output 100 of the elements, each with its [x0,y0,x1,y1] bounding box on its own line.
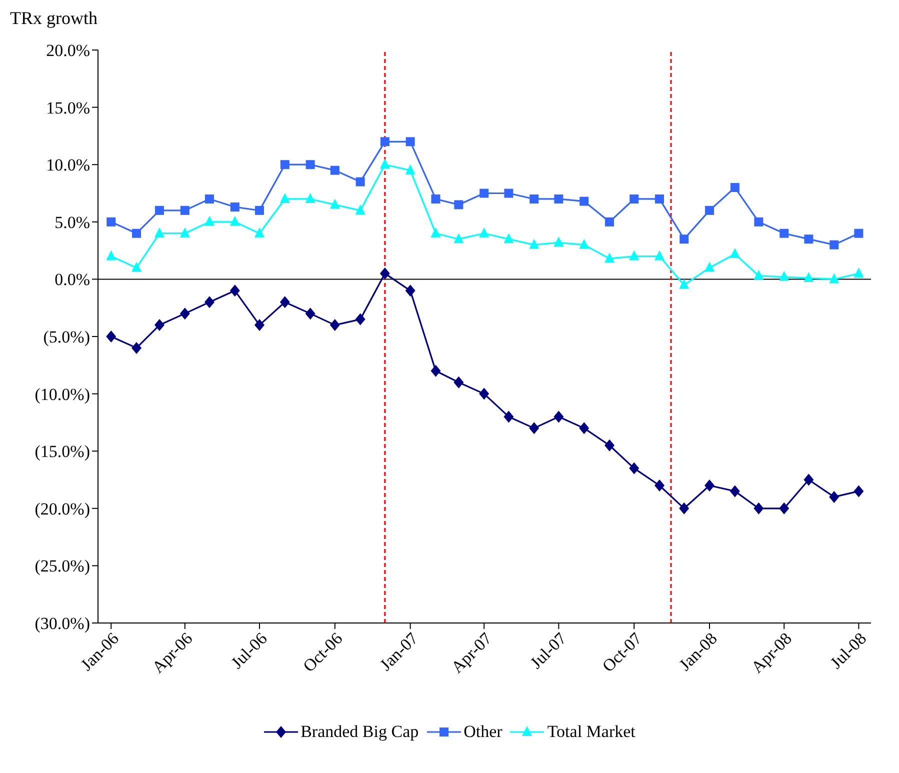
point [204,194,214,204]
point [680,234,689,244]
y-tick-label: (30.0%) [34,614,90,634]
point [679,502,690,514]
point [654,250,665,260]
point [504,410,514,423]
point [380,158,390,169]
point [854,267,864,278]
point [106,250,116,260]
point [554,236,564,247]
point [106,330,116,342]
point [180,227,190,238]
point [132,228,142,238]
y-tick-label: 10.0% [46,156,90,175]
point [154,206,164,215]
y-tick-label: 0.0% [54,270,90,290]
y-tick-label: 5.0% [54,212,90,232]
point [405,164,416,174]
point [280,296,290,308]
point [730,183,740,192]
point [829,490,840,503]
point [454,376,464,388]
point [554,410,564,423]
point [305,192,316,203]
point [754,270,764,280]
point [430,364,441,377]
point [629,250,640,260]
point [355,204,366,214]
point [356,177,365,186]
point [454,233,464,244]
point [655,194,664,204]
point [529,422,540,434]
point [779,502,790,514]
point [579,238,590,249]
point [654,479,665,492]
point [705,206,714,215]
point [230,202,240,212]
point [355,313,366,326]
point [180,206,190,215]
point [254,206,264,215]
point [431,194,440,204]
point [804,474,814,486]
point [330,319,340,332]
point [380,137,390,146]
point [629,462,640,474]
point [804,272,814,282]
point [754,217,764,226]
y-tick-label: (25.0%) [34,556,90,576]
point [480,188,489,198]
point [405,284,416,297]
point [479,227,490,238]
point [804,234,814,244]
legend-label: Total Market [547,722,636,742]
point [504,188,514,198]
point [704,262,715,272]
y-tick-label: (5.0%) [43,328,90,347]
point [204,216,214,226]
point [730,248,740,258]
point [754,502,764,514]
point [254,319,264,332]
point [579,422,590,434]
point [854,485,864,498]
point [679,278,690,289]
point [280,192,290,203]
point [305,308,316,320]
point [504,233,514,244]
point [604,439,615,452]
point [479,388,490,400]
point [580,196,589,206]
point [780,228,789,238]
point [830,240,839,250]
y-tick-label: (10.0%) [34,384,90,404]
point [406,137,415,146]
point [704,479,715,492]
point [330,198,340,209]
point [306,160,315,170]
point [280,160,290,170]
point [380,267,390,280]
point [230,216,240,226]
y-tick-label: (15.0%) [34,442,90,462]
point [605,217,614,226]
point [730,485,740,498]
point [529,238,540,249]
point [854,228,864,238]
point [132,262,142,272]
y-axis-title: TRx growth [9,8,98,28]
point [204,296,214,308]
y-tick-label: 15.0% [46,98,90,118]
y-tick-label: 20.0% [46,41,90,60]
point [180,308,190,320]
point [604,252,615,263]
point [430,227,441,238]
point [530,194,539,204]
point [454,200,464,210]
point [779,270,790,281]
point [829,273,840,284]
legend-label: Branded Big Cap [300,722,419,742]
point [554,194,564,204]
point [106,217,116,226]
point [330,166,340,175]
